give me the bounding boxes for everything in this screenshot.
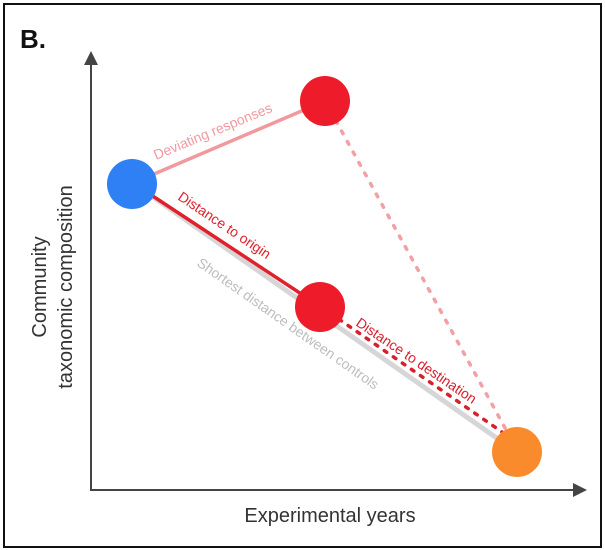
- deviating-node: [300, 76, 350, 126]
- y-axis-label-line2: taxonomic composition: [55, 185, 77, 388]
- y-axis-label-line1: Community: [29, 236, 51, 337]
- origin-node: [107, 159, 157, 209]
- deviating-responses-line: [131, 99, 327, 185]
- panel-label: B.: [20, 24, 46, 54]
- x-axis-label: Experimental years: [244, 505, 415, 527]
- destination-node: [492, 427, 542, 477]
- distance-to-destination-label: Distance to destination: [353, 314, 479, 406]
- midpoint-node: [295, 282, 345, 332]
- distance-to-destination-dotted: [328, 311, 517, 443]
- shortest-distance-label: Shortest distance between controls: [194, 254, 382, 392]
- distance-to-origin-line: [131, 181, 320, 307]
- deviating-to-destination-dotted: [328, 108, 517, 448]
